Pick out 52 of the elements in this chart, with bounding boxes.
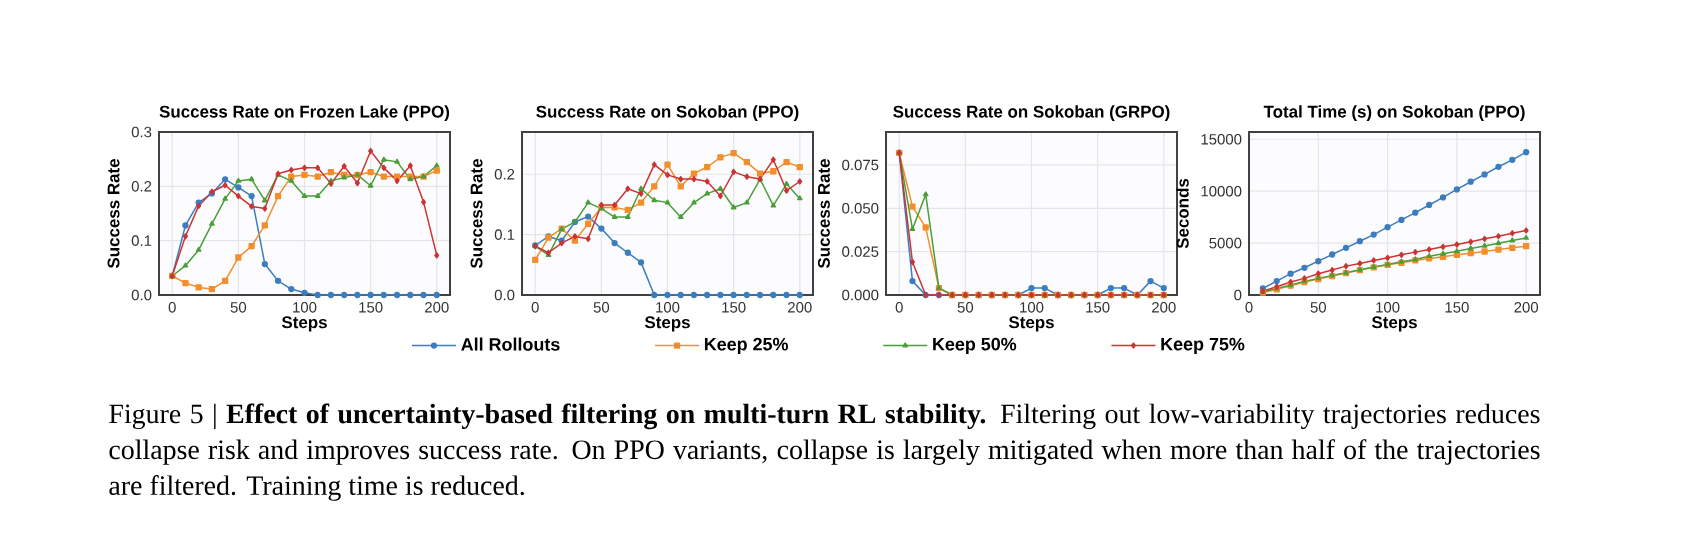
x-tick-label: 200 bbox=[1514, 302, 1539, 313]
y-tick-label: 0 bbox=[1234, 289, 1242, 301]
y-tick-label: 0.075 bbox=[842, 159, 879, 171]
x-tick-label: 100 bbox=[1020, 302, 1044, 313]
x-tick-label: 50 bbox=[230, 302, 247, 313]
chart-title: Total Time (s) on Sokoban (PPO) bbox=[1263, 105, 1525, 121]
x-tick-label: 50 bbox=[1310, 302, 1327, 313]
x-tick-label: 50 bbox=[593, 302, 610, 313]
x-axis-title: Steps bbox=[1008, 316, 1054, 332]
caption: Figure 5 | Effect of uncertainty-based filtering on multi-turn RL stability. Filtering out low-variability trajectories reduces collapse risk and improves success rate. On PPO variants, collapse is largely mitigated when more than half of the trajectories are filtered. Training time is reduced. bbox=[109, 403, 1540, 501]
y-axis-title: Seconds bbox=[1176, 178, 1189, 249]
y-axis-title: Success Rate bbox=[107, 159, 120, 269]
y-tick-label: 0.0 bbox=[494, 289, 515, 301]
x-tick-label: 200 bbox=[425, 302, 449, 313]
y-tick-label: 0.1 bbox=[131, 235, 152, 246]
y-tick-label: 0.1 bbox=[494, 229, 515, 240]
y-tick-label: 0.000 bbox=[842, 289, 879, 301]
y-tick-label: 0.3 bbox=[131, 126, 152, 138]
y-axis-title: Success Rate bbox=[470, 159, 483, 269]
x-tick-label: 0 bbox=[168, 302, 176, 313]
x-tick-label: 100 bbox=[293, 302, 317, 313]
x-tick-label: 200 bbox=[1152, 302, 1176, 313]
x-tick-label: 50 bbox=[957, 302, 974, 313]
y-tick-label: 0.2 bbox=[131, 181, 152, 192]
y-tick-label: 0.025 bbox=[842, 246, 879, 257]
x-tick-label: 200 bbox=[788, 302, 812, 313]
x-tick-label: 150 bbox=[722, 302, 746, 313]
y-tick-label: 0.2 bbox=[494, 168, 515, 180]
y-tick-label: 10000 bbox=[1201, 185, 1242, 197]
x-axis-title: Steps bbox=[281, 316, 327, 332]
x-tick-label: 150 bbox=[359, 302, 383, 313]
x-tick-label: 0 bbox=[895, 302, 903, 313]
y-tick-label: 15000 bbox=[1201, 133, 1242, 145]
chart-title: Success Rate on Sokoban (GRPO) bbox=[893, 105, 1170, 121]
x-tick-label: 150 bbox=[1086, 302, 1110, 313]
legend-label: Keep 75% bbox=[1161, 337, 1245, 354]
legend-label: Keep 50% bbox=[933, 337, 1017, 355]
chart-title: Success Rate on Frozen Lake (PPO) bbox=[159, 105, 450, 121]
y-tick-label: 0.0 bbox=[131, 289, 152, 301]
y-axis-title: Success Rate bbox=[817, 159, 830, 269]
x-tick-label: 100 bbox=[1376, 302, 1400, 313]
x-axis-title: Steps bbox=[644, 316, 690, 332]
legend-label: All Rollouts bbox=[461, 337, 560, 351]
x-tick-label: 100 bbox=[656, 302, 680, 313]
x-axis-title: Steps bbox=[1371, 316, 1417, 332]
y-tick-label: 5000 bbox=[1209, 237, 1242, 249]
y-tick-label: 0.050 bbox=[842, 203, 879, 214]
x-tick-label: 0 bbox=[531, 302, 539, 313]
chart-title: Success Rate on Sokoban (PPO) bbox=[536, 105, 799, 121]
x-tick-label: 0 bbox=[1245, 302, 1253, 313]
legend-label: Keep 25% bbox=[704, 337, 788, 355]
x-tick-label: 150 bbox=[1445, 302, 1469, 313]
